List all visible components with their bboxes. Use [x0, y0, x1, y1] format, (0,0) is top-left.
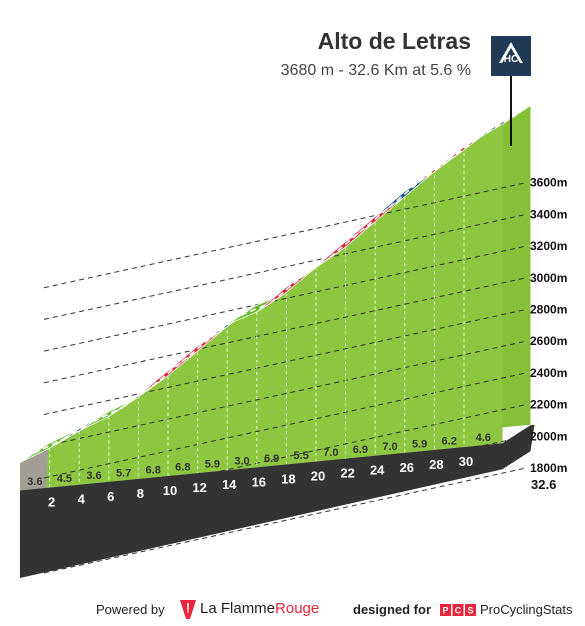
- km-tick-label: 14: [222, 477, 237, 492]
- la-flamme-rouge-logo-icon: [180, 600, 196, 619]
- km-tick-label: 30: [459, 454, 473, 469]
- altitude-gridline: [43, 467, 527, 574]
- la-flamme-rouge-link[interactable]: La FlammeRouge: [200, 600, 319, 617]
- gradient-label: 3.6: [86, 470, 101, 482]
- segment-centerline: [92, 406, 124, 423]
- altitude-tick-label: 3400m: [530, 207, 567, 221]
- segment-centerline: [477, 114, 517, 139]
- segment-centerline: [388, 181, 420, 208]
- designed-for-label: designed for: [353, 602, 432, 617]
- altitude-tick-label: 2800m: [530, 303, 567, 317]
- segment-centerline: [270, 277, 301, 304]
- gradient-label: 5.7: [116, 467, 131, 479]
- km-tick-label: 22: [340, 466, 354, 481]
- altitude-tick-label: 2200m: [530, 398, 567, 412]
- altitude-gridline: [43, 182, 527, 289]
- altitude-tick-label: 3000m: [530, 271, 567, 285]
- footer: Powered by La FlammeRouge designed for P…: [0, 596, 585, 624]
- svg-text:C: C: [455, 606, 462, 616]
- gradient-label: 3.0: [234, 456, 249, 468]
- altitude-tick-label: 2600m: [530, 334, 567, 348]
- altitude-gridline: [43, 245, 527, 352]
- segment-centerline: [33, 438, 64, 454]
- km-tick-label: 16: [252, 474, 266, 489]
- altitude-gridline: [43, 309, 527, 415]
- altitude-tick-label: 2400m: [530, 366, 567, 380]
- segment-centerline: [359, 206, 390, 233]
- km-tick-label: 18: [281, 471, 295, 486]
- km-tick-label: 8: [137, 486, 144, 501]
- climb-title: Alto de Letras: [317, 28, 471, 54]
- altitude-tick-label: 1800m: [530, 461, 567, 475]
- km-tick-label: 2: [48, 495, 55, 510]
- km-tick-label: 24: [370, 463, 385, 478]
- altitude-gridline: [43, 404, 527, 511]
- km-tick-label: 6: [107, 489, 114, 504]
- segment-centerline: [240, 302, 272, 316]
- climb-profile-chart: 1800m 2000m 2200m 2400m 2600m 2800m 3000m 3200m…: [19, 36, 567, 578]
- climb-subtitle: 3680 m - 32.6 Km at 5.6 %: [280, 62, 471, 79]
- altitude-gridline: [43, 213, 527, 320]
- altitude-gridline: [43, 372, 527, 479]
- powered-by-label: Powered by: [96, 602, 165, 617]
- gradient-label: 5.9: [205, 459, 220, 471]
- altitude-gridline: [43, 435, 527, 542]
- segment-centerline: [299, 256, 331, 279]
- profile-base-band: [20, 424, 535, 578]
- gradient-label: 7.0: [382, 441, 397, 453]
- km-tick-label: 20: [311, 468, 325, 483]
- gradient-label: 6.2: [442, 435, 457, 447]
- gradient-label: 5.9: [412, 438, 427, 450]
- total-distance-label: 32.6: [531, 477, 556, 492]
- gradient-label: 4.6: [476, 432, 491, 444]
- category-label: HC: [504, 54, 518, 65]
- svg-text:S: S: [467, 606, 473, 616]
- gradient-label: 6.9: [264, 453, 279, 465]
- segment-centerline: [63, 420, 94, 440]
- segment-centerline: [151, 360, 183, 387]
- gradient-label: 3.6: [27, 476, 42, 488]
- gradient-label: 5.5: [294, 450, 309, 462]
- gradient-label: 4.5: [57, 473, 72, 485]
- lfr-name-part2: Rouge: [275, 600, 320, 617]
- procyclingstats-link[interactable]: ProCyclingStats: [480, 602, 573, 617]
- segment-centerline: [181, 336, 213, 363]
- gradient-label: 6.8: [175, 462, 190, 474]
- svg-text:P: P: [442, 606, 448, 616]
- gradient-label: 6.9: [353, 444, 368, 456]
- mountain-icon-inner: [502, 48, 520, 63]
- km-tick-label: 26: [400, 460, 414, 475]
- altitude-gridline: [43, 340, 527, 447]
- segment-centerline: [329, 231, 361, 259]
- km-tick-label: 10: [163, 483, 177, 498]
- km-tick-label: 4: [78, 492, 86, 507]
- altitude-gridline: [43, 277, 527, 384]
- km-tick-label: 12: [192, 480, 206, 495]
- km-tick-label: 28: [429, 457, 443, 472]
- lfr-name-part1: La Flamme: [200, 600, 276, 617]
- altitude-tick-label: 3200m: [530, 239, 567, 253]
- pcs-logo-icon: P C S: [440, 604, 476, 616]
- altitude-tick-label: 3600m: [530, 176, 567, 190]
- altitude-tick-label: 2000m: [530, 429, 567, 443]
- gradient-label: 7.0: [323, 447, 338, 459]
- gradient-label: 6.8: [146, 464, 161, 476]
